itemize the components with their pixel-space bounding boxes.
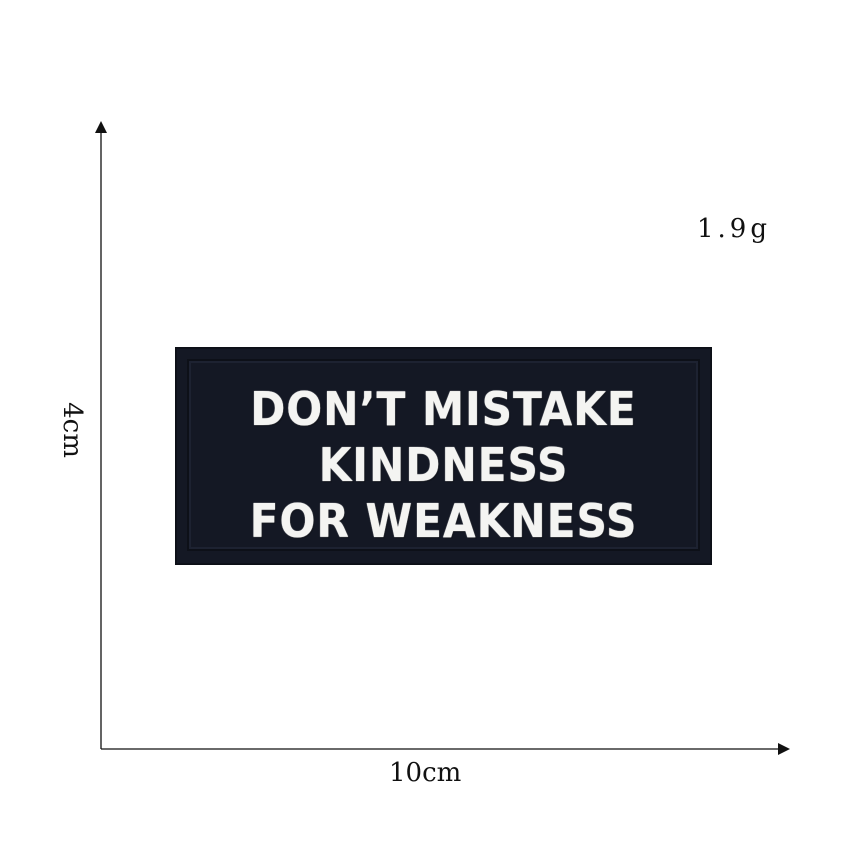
height-dimension-label: 4cm	[57, 402, 87, 458]
patch-text-line-1: DON’T MISTAKE	[250, 382, 637, 436]
embroidered-patch: DON’T MISTAKE KINDNESS FOR WEAKNESS	[176, 348, 711, 564]
weight-label: 1.9g	[697, 214, 771, 244]
patch-stitched-border	[187, 359, 700, 551]
vertical-axis-arrowhead	[95, 121, 107, 133]
horizontal-axis-arrowhead	[778, 743, 790, 755]
width-dimension-label: 10cm	[389, 758, 462, 788]
patch-text-line-2: KINDNESS	[318, 438, 569, 492]
patch-text-line-3: FOR WEAKNESS	[249, 494, 638, 548]
patch-text: DON’T MISTAKE KINDNESS FOR WEAKNESS	[191, 381, 696, 549]
